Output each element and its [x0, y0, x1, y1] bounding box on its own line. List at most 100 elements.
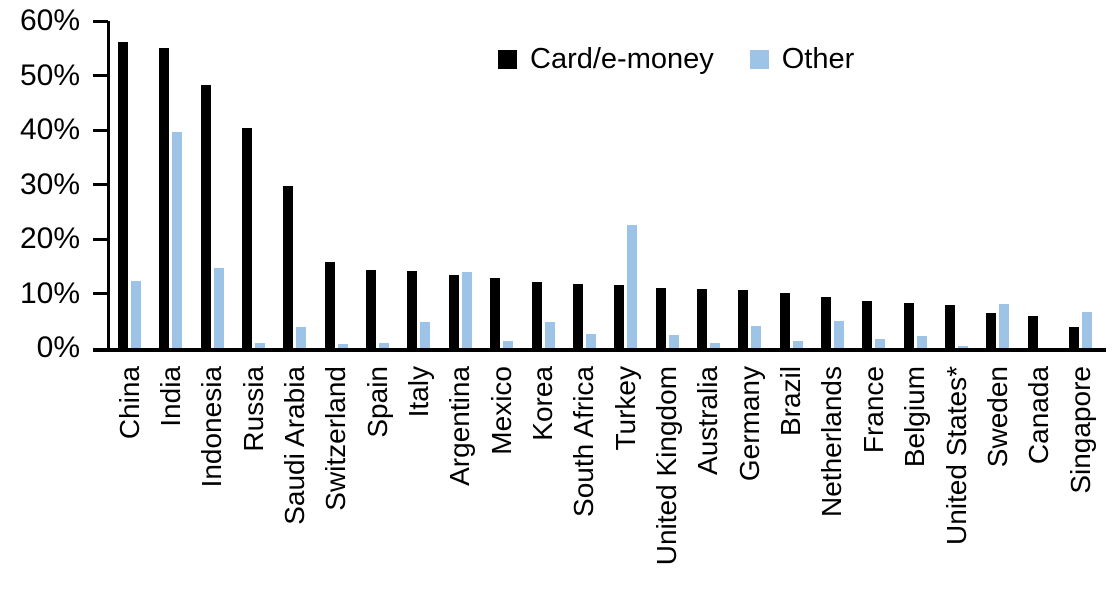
- y-axis-tick: [93, 74, 108, 77]
- x-axis-label-text: Italy: [402, 366, 434, 418]
- bar-other-australia: [709, 343, 720, 348]
- bar-other-indonesia: [213, 268, 224, 348]
- x-axis-label-text: Saudi Arabia: [278, 366, 310, 525]
- x-axis-label-saudi-arabia: Saudi Arabia: [278, 366, 310, 594]
- x-axis-label-united-states-: United States*: [940, 366, 972, 594]
- bar-card-e-money-united-kingdom: [655, 288, 666, 348]
- card-e-money-swatch-icon: [498, 49, 517, 69]
- bar-card-e-money-mexico: [490, 278, 501, 348]
- x-axis-label-text: Korea: [527, 366, 558, 441]
- bar-other-switzerland: [337, 344, 348, 348]
- bar-card-e-money-united-states-: [945, 305, 955, 348]
- y-axis-label: 20%: [19, 222, 80, 255]
- bar-card-e-money-belgium: [903, 303, 914, 348]
- bar-other-singapore: [1082, 312, 1093, 348]
- bar-card-e-money-france: [862, 301, 873, 348]
- y-axis-line: [107, 21, 110, 352]
- y-axis-tick: [93, 128, 108, 132]
- x-axis-label-singapore: Singapore: [1064, 366, 1096, 594]
- x-axis-label-text: Canada: [1023, 366, 1055, 465]
- y-axis-tick: [93, 183, 108, 186]
- x-axis-label-text: Indonesia: [196, 366, 228, 488]
- y-axis-label: 10%: [19, 276, 80, 310]
- bar-other-china: [131, 281, 141, 348]
- bar-card-e-money-singapore: [1069, 327, 1080, 348]
- bar-other-sweden: [999, 304, 1010, 348]
- x-axis-label-sweden: Sweden: [981, 366, 1013, 594]
- legend-entry-card-e-money: Card/e-money: [498, 43, 714, 75]
- bar-other-italy: [420, 322, 431, 348]
- bar-card-e-money-netherlands: [820, 297, 831, 348]
- x-axis-label-text: Mexico: [485, 366, 517, 455]
- x-axis-label-text: Argentina: [444, 366, 476, 486]
- bar-other-brazil: [792, 341, 803, 348]
- x-axis-label-switzerland: Switzerland: [320, 366, 351, 594]
- bar-card-e-money-south-africa: [572, 284, 583, 348]
- y-axis-tick: [93, 19, 108, 23]
- x-axis-label-text: South Africa: [568, 366, 600, 517]
- bar-card-e-money-germany: [738, 290, 749, 348]
- x-axis-label-text: Brazil: [775, 366, 807, 437]
- bar-other-belgium: [916, 336, 927, 348]
- bar-other-united-kingdom: [668, 335, 679, 348]
- x-axis-label-text: United Kingdom: [651, 366, 683, 566]
- x-axis-label-united-kingdom: United Kingdom: [651, 366, 683, 594]
- bar-other-spain: [379, 343, 390, 348]
- x-axis-label-text: Spain: [361, 366, 393, 438]
- legend-label-card-e-money: Card/e-money: [530, 43, 714, 75]
- x-axis-label-text: Australia: [692, 366, 724, 475]
- x-axis-label-text: Russia: [237, 366, 269, 452]
- bar-card-e-money-turkey: [614, 285, 625, 348]
- x-axis-label-india: India: [154, 366, 186, 594]
- x-axis-label-spain: Spain: [361, 366, 393, 594]
- bar-card-e-money-sweden: [986, 313, 997, 348]
- x-axis-label-germany: Germany: [733, 366, 765, 594]
- bar-card-e-money-korea: [531, 282, 542, 348]
- x-axis-label-text: China: [113, 366, 145, 440]
- x-axis-label-korea: Korea: [527, 366, 558, 594]
- x-axis-label-turkey: Turkey: [609, 366, 641, 594]
- bar-other-russia: [255, 343, 266, 348]
- bar-other-united-states-: [958, 346, 968, 348]
- bar-card-e-money-australia: [696, 289, 707, 348]
- bar-other-germany: [751, 326, 762, 348]
- x-axis-label-text: Germany: [733, 366, 765, 482]
- bar-other-turkey: [627, 225, 638, 348]
- bar-card-e-money-switzerland: [324, 262, 335, 348]
- y-axis-label: 40%: [19, 113, 80, 146]
- bar-other-south-africa: [585, 334, 596, 348]
- bar-other-saudi-arabia: [296, 327, 307, 348]
- legend-entry-other: Other: [749, 43, 855, 75]
- bar-other-france: [875, 339, 886, 348]
- x-axis-label-canada: Canada: [1023, 366, 1055, 594]
- bar-other-mexico: [503, 341, 514, 348]
- bar-card-e-money-canada: [1027, 316, 1038, 348]
- x-axis-label-france: France: [857, 366, 889, 594]
- x-axis-label-text: France: [857, 366, 889, 454]
- y-axis-label: 0%: [36, 331, 80, 364]
- x-axis-label-text: India: [154, 366, 186, 427]
- bar-other-korea: [544, 322, 555, 348]
- y-axis-label: 30%: [19, 167, 80, 201]
- x-axis-label-text: United States*: [940, 366, 972, 545]
- x-axis-label-text: Sweden: [981, 366, 1013, 468]
- x-axis-label-mexico: Mexico: [485, 366, 517, 594]
- bar-card-e-money-spain: [366, 270, 377, 348]
- y-axis-label: 50%: [19, 58, 80, 92]
- x-axis-label-australia: Australia: [692, 366, 724, 594]
- x-axis-label-text: Singapore: [1064, 366, 1096, 494]
- bar-card-e-money-brazil: [779, 293, 790, 348]
- legend: Card/e-money Other: [498, 43, 854, 75]
- x-axis-label-netherlands: Netherlands: [816, 366, 848, 594]
- x-axis-label-argentina: Argentina: [444, 366, 476, 594]
- x-axis-label-text: Turkey: [609, 366, 641, 451]
- x-axis-line: [93, 348, 1106, 352]
- x-axis-label-text: Netherlands: [816, 366, 848, 517]
- other-swatch-icon: [749, 49, 769, 69]
- bar-card-e-money-saudi-arabia: [283, 186, 294, 348]
- y-axis-tick: [93, 237, 108, 241]
- bar-other-netherlands: [833, 321, 844, 348]
- x-axis-label-belgium: Belgium: [899, 366, 930, 594]
- legend-label-other: Other: [781, 43, 855, 75]
